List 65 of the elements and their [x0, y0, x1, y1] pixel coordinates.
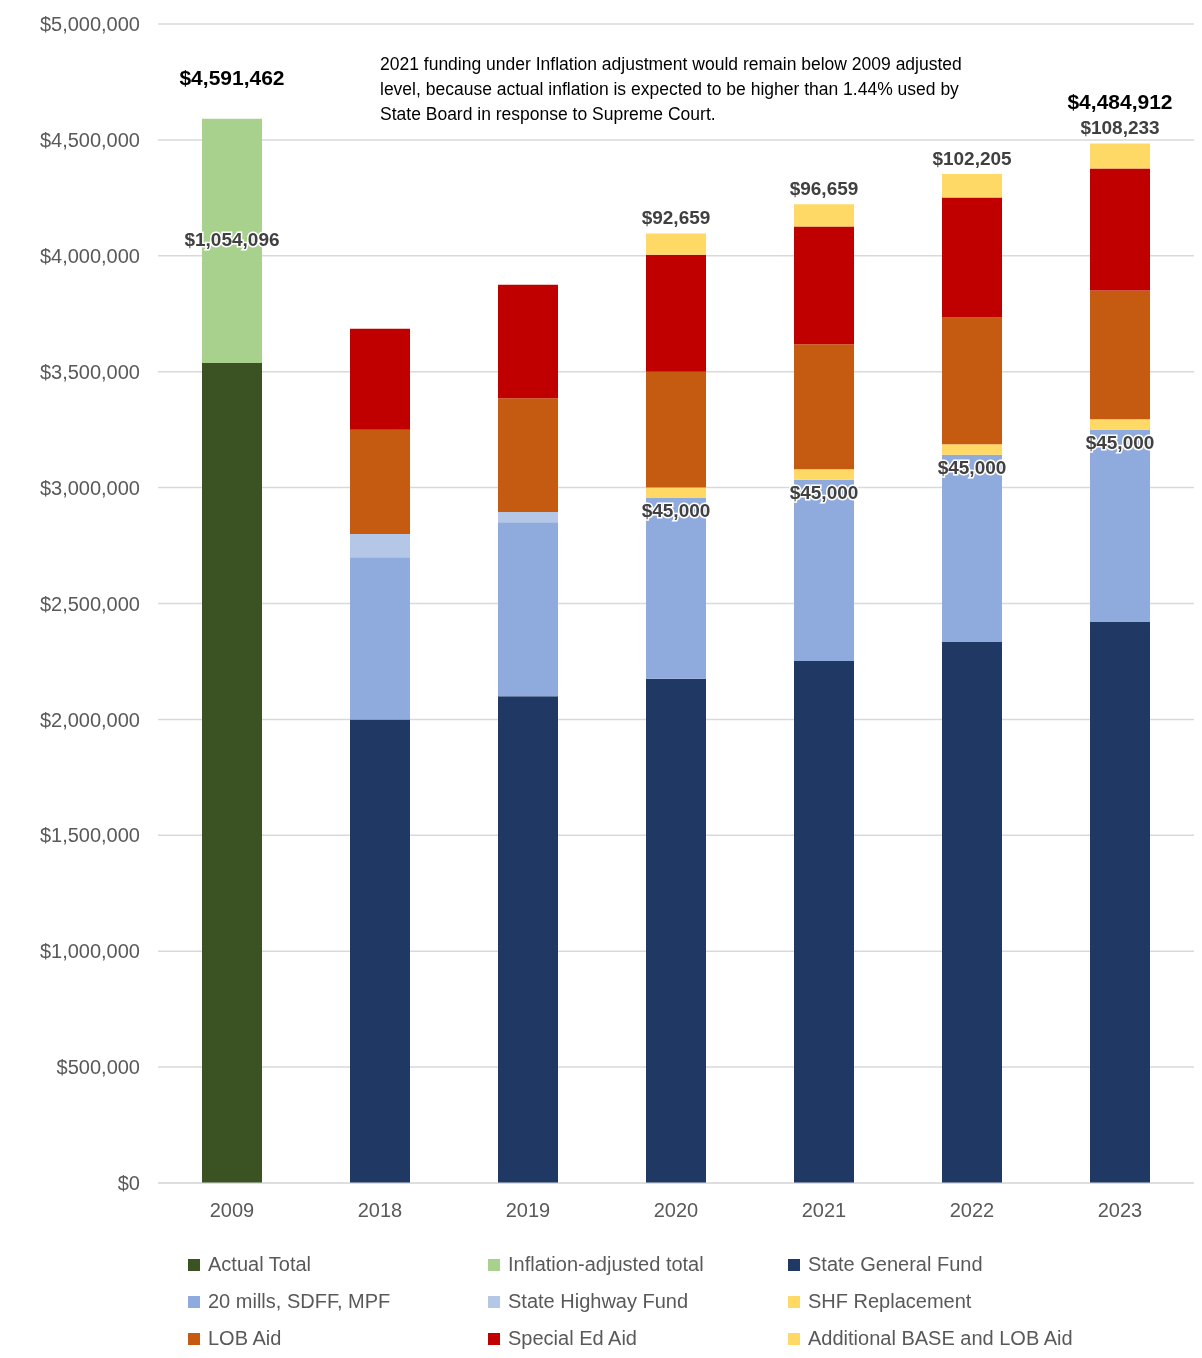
bar [498, 511, 558, 523]
bar [1090, 290, 1150, 420]
x-tick-label: 2022 [949, 1199, 995, 1222]
bar [646, 233, 706, 255]
bar [942, 641, 1002, 1183]
bar [350, 533, 410, 558]
legend-label: State Highway Fund [508, 1290, 689, 1313]
bar [794, 660, 854, 1183]
bar [794, 469, 854, 480]
y-tick-label: $3,000,000 [39, 476, 140, 499]
bar [942, 444, 1002, 455]
bar [794, 204, 854, 227]
y-tick-label: $5,000,000 [39, 13, 140, 36]
y-tick-label: $2,000,000 [39, 708, 140, 731]
bar [1090, 143, 1150, 169]
bar [794, 344, 854, 470]
y-tick-label: $500,000 [56, 1056, 140, 1079]
data-label: $108,233 [1080, 117, 1160, 139]
x-tick-label: 2009 [209, 1199, 255, 1222]
bar [1090, 419, 1150, 430]
bar [646, 254, 706, 372]
bar [794, 226, 854, 345]
total-label: $4,591,462 [179, 65, 285, 89]
y-tick-label: $4,000,000 [39, 244, 140, 267]
total-label: $4,484,912 [1067, 90, 1173, 114]
bar [350, 557, 410, 720]
legend-label: State General Fund [808, 1253, 983, 1276]
legend-label: Additional BASE and LOB Aid [808, 1327, 1073, 1350]
x-tick-label: 2023 [1097, 1199, 1143, 1222]
bar [646, 678, 706, 1183]
data-label: $102,205 [932, 147, 1013, 169]
bar [498, 284, 558, 399]
legend-label: 20 mills, SDFF, MPF [208, 1290, 391, 1313]
legend-label: Actual Total [208, 1253, 312, 1276]
bar [1090, 622, 1150, 1183]
bar [942, 317, 1002, 445]
annotation: 2021 funding under Inflation adjustment would remain below 2009 adjusted level, because actual inflation is expected to be higher than 1.44% used by State Board in response to Supreme Court. [380, 53, 963, 126]
legend-label: Special Ed Aid [508, 1327, 637, 1350]
bar [350, 429, 410, 534]
legend-label: LOB Aid [208, 1327, 282, 1350]
bar [498, 522, 558, 697]
bar [498, 398, 558, 512]
bar [202, 363, 262, 1183]
y-tick-label: $2,500,000 [39, 592, 140, 615]
bar [498, 696, 558, 1183]
bar [942, 197, 1002, 318]
y-tick-label: $3,500,000 [39, 360, 140, 383]
bar [350, 328, 410, 430]
bar [350, 719, 410, 1183]
bar [942, 173, 1002, 198]
y-tick-label: $4,500,000 [39, 129, 140, 151]
legend-label: Inflation-adjusted total [508, 1253, 704, 1276]
y-tick-label: $0 [117, 1172, 140, 1195]
bar [646, 487, 706, 499]
legend-label: SHF Replacement [808, 1290, 972, 1313]
x-tick-label: 2019 [505, 1199, 551, 1222]
y-tick-label: $1,000,000 [39, 940, 140, 963]
bar [1090, 168, 1150, 291]
x-tick-label: 2018 [357, 1199, 403, 1222]
bar [646, 371, 706, 488]
data-label: $96,659 [789, 178, 859, 200]
x-tick-label: 2020 [653, 1199, 699, 1222]
y-tick-label: $1,500,000 [39, 824, 140, 847]
data-label: $92,659 [641, 207, 711, 229]
x-tick-label: 2021 [801, 1199, 847, 1222]
